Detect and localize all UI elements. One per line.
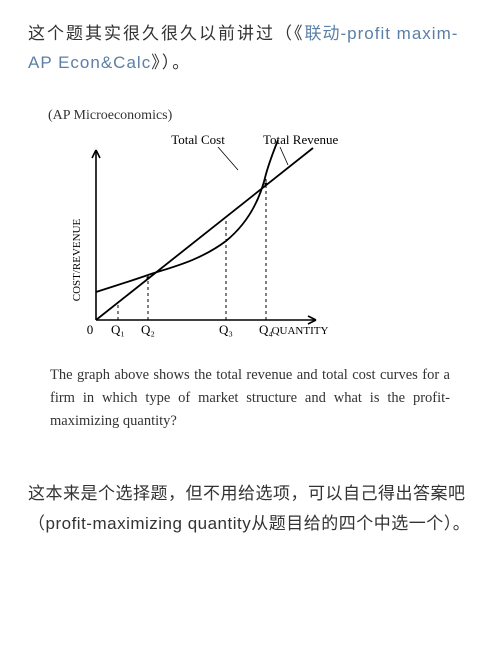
intro-prefix: 这个题其实很久很久以前讲过（《 <box>28 24 305 43</box>
q2-label: Q₂ <box>141 322 155 337</box>
total-cost-curve <box>96 140 278 292</box>
tc-leader <box>218 147 238 170</box>
intro-suffix: 》）。 <box>151 53 191 72</box>
figure-block: (AP Microeconomics) COST/REVENUE Total C… <box>48 108 472 350</box>
tc-label: Total Cost <box>171 132 225 147</box>
q1-label: Q₁ <box>111 322 125 337</box>
x-axis-label: QUANTITY <box>272 325 329 337</box>
total-revenue-line <box>96 148 313 320</box>
y-axis-label: COST/REVENUE <box>71 218 83 301</box>
figure-title: (AP Microeconomics) <box>48 108 472 124</box>
intro-paragraph: 这个题其实很久很久以前讲过（《联动-profit maxim-AP Econ&C… <box>28 20 472 78</box>
origin-label: 0 <box>87 322 94 337</box>
tr-label: Total Revenue <box>263 132 338 147</box>
intersect-dot-2 <box>265 182 268 185</box>
q3-label: Q₃ <box>219 322 233 337</box>
footer-paragraph: 这本来是个选择题，但不用给选项，可以自己得出答案吧（profit-maximiz… <box>28 479 472 539</box>
tr-leader <box>280 147 288 165</box>
intersect-dot-1 <box>147 276 150 279</box>
cost-revenue-chart: COST/REVENUE Total Cost Total Revenue 0 … <box>48 130 338 350</box>
figure-caption: The graph above shows the total revenue … <box>50 364 450 434</box>
